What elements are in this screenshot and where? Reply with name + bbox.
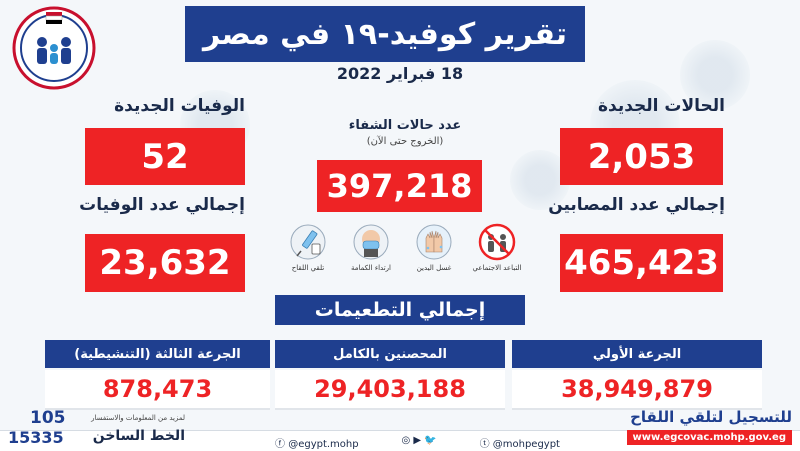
report-date: 18 فبراير 2022	[336, 64, 464, 83]
facebook-icon: ⓕ	[275, 439, 285, 450]
social-handle[interactable]: ⓣ @mohpegypt	[480, 435, 560, 450]
precaution-label: التباعد الاجتماعي	[472, 264, 522, 272]
social-icons: ◎ ▶ 🐦	[401, 435, 437, 446]
social-handle-text: @egypt.mohp	[288, 439, 359, 450]
precaution-label: ارتداء الكمامة	[350, 264, 392, 272]
precaution-item: ارتداء الكمامة	[343, 222, 399, 290]
vaccinations-title: إجمالي التطعيمات	[275, 295, 525, 325]
fully-vaccinated-value: 29,403,188	[275, 370, 505, 410]
precautions-row: التباعد الاجتماعي غسل اليدين ارتداء الكم…	[280, 222, 525, 290]
new-deaths-label: الوفيات الجديدة	[114, 96, 245, 116]
recoveries-label-block: عدد حالات الشفاء (الخروج حتى الآن)	[315, 118, 495, 150]
precaution-item: غسل اليدين	[406, 222, 462, 290]
hotline-label: الخط الساخن	[92, 428, 185, 444]
hotline-number: 15335	[8, 428, 64, 447]
new-cases-value: 2,053	[560, 128, 723, 185]
total-cases-label: إجمالي عدد المصابين	[548, 195, 725, 215]
register-url[interactable]: www.egcovac.mohp.gov.eg	[626, 430, 792, 445]
vaccine-syringe-icon	[290, 224, 326, 260]
precaution-item: التباعد الاجتماعي	[469, 222, 525, 290]
register-label: للتسجيل لتلقي اللقاح	[630, 408, 792, 426]
hand-washing-icon	[416, 224, 452, 260]
first-dose-label: الجرعة الأولي	[512, 340, 762, 368]
hotline-info: لمزيد من المعلومات والاستفسار	[91, 414, 185, 422]
virus-decoration	[680, 40, 750, 110]
twitter-icon: ⓣ	[479, 439, 490, 450]
ministry-logo	[8, 2, 100, 94]
social-handles: ⓕ @egypt.mohp ◎ ▶ 🐦 ⓣ @mohpegypt	[275, 435, 560, 450]
precaution-label: تلقي اللقاح	[291, 264, 325, 272]
new-cases-label: الحالات الجديدة	[597, 96, 725, 116]
booster-value: 878,473	[45, 370, 270, 410]
booster-label: الجرعة الثالثة (التنشيطية)	[45, 340, 270, 368]
recoveries-value: 397,218	[317, 160, 482, 212]
social-handle[interactable]: ⓕ @egypt.mohp	[275, 435, 359, 450]
new-deaths-value: 52	[85, 128, 245, 185]
total-cases-value: 465,423	[560, 234, 723, 292]
recoveries-label: عدد حالات الشفاء	[348, 118, 462, 133]
face-mask-icon	[353, 224, 389, 260]
precaution-label: غسل اليدين	[416, 264, 452, 272]
hotline-number: 105	[30, 408, 66, 428]
total-deaths-label: إجمالي عدد الوفيات	[79, 195, 245, 215]
first-dose-value: 38,949,879	[512, 370, 762, 410]
report-title: تقرير كوفيد-١٩ في مصر	[185, 6, 585, 62]
social-distancing-icon	[478, 223, 516, 261]
footer-bar	[0, 430, 800, 451]
fully-vaccinated-label: المحصنين بالكامل	[275, 340, 505, 368]
social-handle-text: @mohpegypt	[492, 439, 560, 450]
precaution-item: تلقي اللقاح	[280, 222, 336, 290]
recoveries-sublabel: (الخروج حتى الآن)	[366, 136, 444, 147]
total-deaths-value: 23,632	[85, 234, 245, 292]
